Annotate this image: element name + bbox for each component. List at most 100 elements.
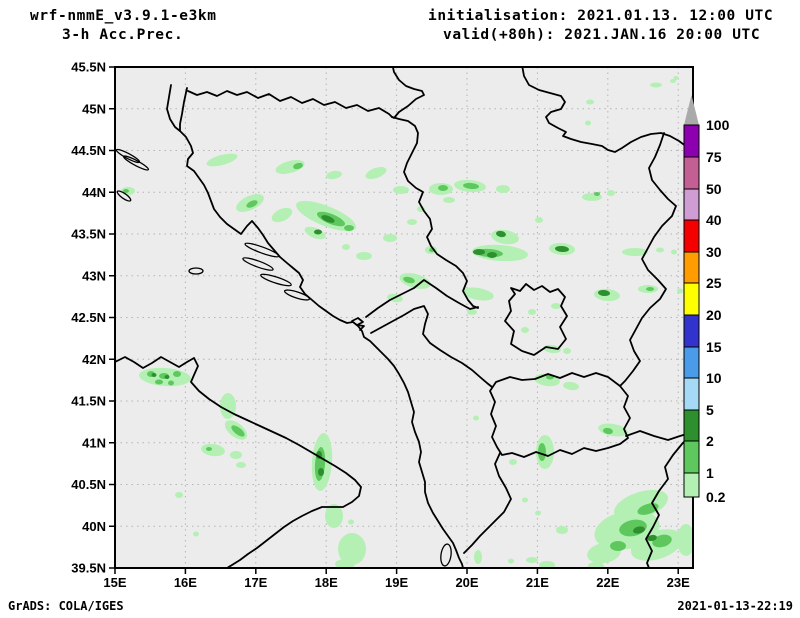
- geo-bosnia-montenegro: [365, 279, 479, 318]
- precip-blob: [293, 162, 303, 170]
- colorbar-level-label: 100: [706, 117, 730, 133]
- colorbar-level-label: 2: [706, 433, 714, 449]
- geo-croatia-coast: [166, 84, 464, 568]
- precip-blob: [588, 562, 604, 568]
- precip-blob: [633, 526, 645, 534]
- island-outline: [122, 155, 150, 171]
- precip-blob: [563, 381, 579, 391]
- precip-blob: [594, 192, 600, 196]
- precip-blob: [443, 197, 455, 203]
- precip-blob: [393, 186, 409, 194]
- island-outline: [188, 267, 204, 275]
- geo-kotor-squiggle: [351, 317, 365, 331]
- precip-blob: [206, 447, 212, 451]
- geo-macedonia: [489, 372, 631, 458]
- precip-blob: [563, 348, 571, 354]
- valid-time-label: valid(+80h): 2021.JAN.16 20:00 UTC: [443, 27, 760, 43]
- product-title: 3-h Acc.Prec.: [62, 27, 183, 43]
- colorbar-level-label: 0.2: [706, 489, 726, 505]
- lat-tick-label: 43.5N: [71, 227, 106, 242]
- precip-blob: [314, 229, 322, 235]
- geo-aegean-coast: [645, 431, 693, 568]
- precip-blob: [164, 375, 170, 379]
- precip-blob: [522, 497, 528, 503]
- geo-serbia-bulgaria: [619, 132, 677, 387]
- island-outline: [244, 242, 280, 258]
- precip-blob: [646, 287, 654, 291]
- geo-serbia-romania: [521, 67, 693, 153]
- precip-blob: [206, 153, 238, 167]
- precip-blob: [555, 245, 569, 253]
- precip-blob: [246, 200, 258, 208]
- precip-blob: [509, 459, 517, 465]
- precip-blob: [535, 217, 543, 223]
- colorbar-segment: [683, 156, 700, 190]
- geo-drina-border: [391, 116, 479, 309]
- precip-blob: [342, 244, 350, 250]
- precip-blob: [622, 248, 648, 256]
- precip-blob: [652, 534, 672, 548]
- precip-blob: [321, 215, 335, 223]
- precip-blob: [318, 468, 324, 476]
- precipitation-shading: [121, 76, 693, 568]
- colorbar-level-label: 20: [706, 307, 722, 323]
- colorbar-level-label: 10: [706, 370, 722, 386]
- precip-blob: [201, 443, 225, 457]
- precip-blob: [325, 504, 343, 528]
- precip-blob: [610, 541, 626, 551]
- precip-blob: [168, 380, 174, 386]
- island-outline: [242, 257, 274, 271]
- lat-tick-label: 43N: [82, 268, 106, 283]
- precip-blob: [473, 415, 479, 421]
- precip-blob: [487, 252, 497, 258]
- geo-albania-greece: [463, 452, 512, 554]
- precip-blob: [671, 249, 677, 255]
- precip-blob: [496, 185, 510, 193]
- colorbar-segment: [683, 472, 700, 498]
- plot-timestamp: 2021-01-13-22:19: [677, 599, 793, 613]
- precip-blob: [585, 120, 591, 126]
- precip-blob: [603, 427, 613, 435]
- lat-tick-label: 45.5N: [71, 60, 106, 75]
- geo-kosovo: [504, 283, 568, 356]
- axis-ticks: [109, 66, 679, 574]
- island-outline: [440, 543, 452, 567]
- lon-tick-label: 22E: [596, 575, 619, 590]
- precip-blob: [356, 252, 372, 260]
- precip-blob: [348, 519, 354, 525]
- lon-tick-label: 20E: [455, 575, 478, 590]
- lat-tick-label: 40N: [82, 519, 106, 534]
- island-outline: [260, 273, 292, 287]
- colorbar-segment: [683, 251, 700, 284]
- coastlines-and-borders: [115, 67, 693, 568]
- precip-blob: [220, 393, 236, 419]
- colorbar-segment: [683, 377, 700, 411]
- lat-tick-label: 40.5N: [71, 477, 106, 492]
- lat-tick-label: 41N: [82, 435, 106, 450]
- colorbar-segment: [683, 282, 700, 316]
- colorbar-level-label: 30: [706, 244, 722, 260]
- precip-blob: [173, 371, 181, 377]
- precip-blob: [598, 289, 610, 297]
- geo-sava-border: [187, 90, 393, 118]
- precip-blob: [467, 309, 477, 315]
- colorbar-overflow-arrow: [684, 95, 699, 125]
- geo-italy-coast: [115, 356, 362, 568]
- precip-blob: [521, 327, 529, 333]
- precip-blob: [438, 185, 448, 191]
- precip-blob: [155, 379, 163, 385]
- colorbar-level-label: 75: [706, 149, 722, 165]
- precip-blob: [326, 170, 342, 180]
- precip-blob: [365, 166, 387, 180]
- island-outline: [116, 190, 132, 202]
- lat-tick-label: 44.5N: [71, 143, 106, 158]
- precip-blob: [344, 225, 354, 231]
- colorbar-level-label: 40: [706, 212, 722, 228]
- precip-blob: [656, 247, 664, 253]
- map-land-background: [115, 67, 693, 568]
- precip-blob: [538, 443, 546, 461]
- lat-tick-label: 41.5N: [71, 394, 106, 409]
- lat-tick-label: 39.5N: [71, 561, 106, 576]
- colorbar-segment: [683, 346, 700, 379]
